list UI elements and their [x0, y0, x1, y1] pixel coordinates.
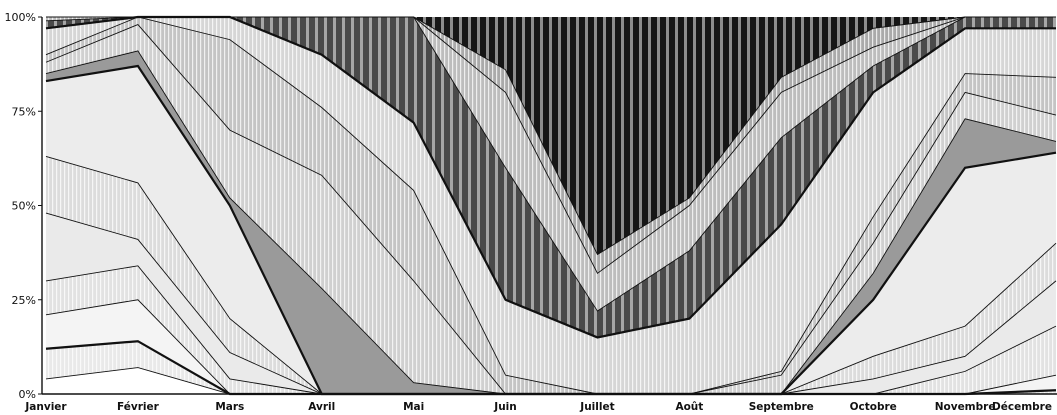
x-tick-label: Septembre [749, 401, 814, 413]
x-tick-label: Avril [308, 401, 335, 413]
y-tick-label: 0% [19, 388, 36, 401]
x-tick-label: Novembre [935, 401, 996, 413]
area-band-10-hatch [46, 17, 1056, 394]
x-tick-label: Janvier [24, 401, 67, 413]
x-tick-label: Octobre [850, 401, 897, 413]
area-band-13-hatch [46, 17, 1056, 312]
area-band-4-hatch [46, 265, 1056, 394]
x-tick-label: Mai [403, 401, 424, 413]
area-bands [46, 17, 1056, 395]
x-axis-ticks: Janvier Février Mars Avril Mai Juin Juillet Aoû… [24, 401, 1052, 413]
boundary-line-14 [46, 16, 1056, 256]
y-tick-label: 75% [12, 105, 36, 118]
area-band-9-hatch [46, 24, 1056, 394]
y-tick-label: 100% [5, 11, 36, 24]
x-tick-label: Juin [493, 401, 516, 413]
area-band-12-streaks [46, 17, 1056, 338]
y-axis-ticks: 0% 25% 50% 75% 100% [5, 11, 42, 401]
area-band-7 [46, 66, 1056, 394]
x-tick-label: Février [117, 401, 160, 413]
x-tick-label: Décembre [992, 401, 1052, 413]
x-tick-label: Mars [215, 401, 244, 413]
y-tick-label: 50% [12, 200, 36, 213]
area-band-11-hatch [46, 17, 1056, 394]
y-tick-label: 25% [12, 294, 36, 307]
x-tick-label: Août [675, 401, 703, 413]
x-tick-label: Juillet [579, 401, 614, 413]
area-band-15-streaks [46, 17, 1056, 255]
boundary-line-10 [45, 16, 1057, 395]
area-band-8 [46, 50, 1056, 395]
